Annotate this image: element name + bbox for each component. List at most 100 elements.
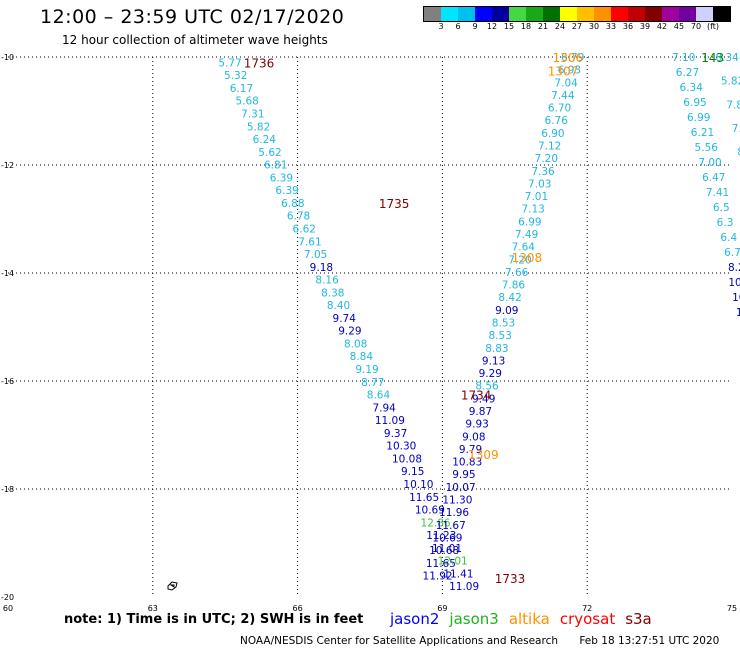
wave-height-value: 6.70: [548, 103, 571, 115]
units-note: note: 1) Time is in UTC; 2) SWH is in fe…: [64, 612, 364, 627]
wave-height-value: 11.65: [409, 492, 439, 504]
wave-height-value: 7.01: [525, 191, 548, 203]
satellite-legend-altika: altika: [508, 610, 550, 628]
wave-height-value: 5.82: [247, 121, 270, 133]
lon-tick-label: 72: [582, 604, 592, 613]
color-swatch: [509, 7, 526, 21]
footer-credit: NOAA/NESDIS Center for Satellite Applica…: [240, 635, 719, 647]
satellite-legend-cryosat: cryosat: [559, 610, 616, 628]
wave-height-value: 10.83: [452, 457, 482, 469]
wave-height-value: 9.29: [338, 326, 361, 338]
wave-height-value: 7.05: [304, 249, 327, 261]
lat-tick-label: -12: [1, 161, 14, 170]
wave-height-value: 5.82: [721, 76, 740, 88]
wave-height-value: 6.34: [680, 82, 704, 94]
color-swatch: [526, 7, 543, 21]
wave-height-value: 6.17: [230, 83, 253, 95]
lat-tick-label: -14: [1, 269, 14, 278]
satellite-legend-jason2: jason2: [390, 610, 440, 628]
wave-height-value: 6.76: [545, 115, 569, 127]
wave-height-value: 6.39: [270, 172, 293, 184]
wave-height-value: 6.93: [558, 65, 581, 77]
wave-height-value: 5.56: [695, 142, 719, 154]
color-swatch: [611, 7, 628, 21]
generated-timestamp: Feb 18 13:27:51 UTC 2020: [579, 635, 720, 647]
wave-height-value: 8.34: [715, 52, 739, 64]
lat-tick-label: -10: [1, 53, 14, 62]
lat-tick-label: -18: [1, 485, 14, 494]
wave-height-value: 7.03: [528, 178, 551, 190]
lon-tick-label: 69: [437, 604, 447, 613]
wave-height-value: 10.08: [392, 453, 422, 465]
pass-time-label: 143: [701, 51, 724, 65]
wave-height-value: 6.27: [676, 67, 699, 79]
wave-height-value: 6.90: [541, 128, 564, 140]
wave-height-value: 8.40: [327, 300, 350, 312]
wave-height-value: 11.96: [439, 507, 469, 519]
map-grid: 60 63 66 69 72 75 -10 -12 -14 -16 -18 -20: [1, 53, 737, 613]
wave-height-value: 6.3: [717, 217, 734, 229]
wave-height-value: 9.95: [452, 469, 475, 481]
wave-height-value: 7.66: [505, 267, 529, 279]
color-swatch: [441, 7, 458, 21]
satellite-legend-jason3: jason3: [449, 610, 499, 628]
wave-height-value: 10.30: [386, 441, 416, 453]
wave-height-value: 5.62: [258, 147, 281, 159]
color-scale-label: 36: [622, 22, 634, 31]
pass-time-label: 1736: [244, 56, 275, 70]
wave-height-value: 7.49: [515, 229, 538, 241]
wave-height-value: 9.19: [355, 364, 378, 376]
lat-tick-label: -20: [1, 593, 14, 602]
wave-height-value: 5.32: [224, 70, 247, 82]
color-swatch: [424, 7, 441, 21]
wave-height-value: 9.29: [479, 368, 502, 380]
color-swatch: [577, 7, 594, 21]
wave-height-value: 8.84: [350, 351, 374, 363]
wave-height-value: 6.47: [702, 172, 725, 184]
wave-height-value: 10.68: [429, 545, 459, 557]
wave-height-value: 6.95: [683, 97, 706, 109]
wave-height-value: 6.5: [713, 202, 730, 214]
wave-height-value: 12.01: [438, 556, 468, 568]
wave-height-value: 6.99: [687, 112, 710, 124]
color-swatch: [662, 7, 679, 21]
wave-height-value: 7.10: [672, 52, 695, 64]
wave-height-value: 6.21: [691, 127, 714, 139]
wave-height-value: 6.62: [293, 223, 316, 235]
satellite-legend-s3a: s3a: [625, 610, 652, 628]
color-scale-label: 6: [455, 22, 461, 31]
wave-height-value: 7.00: [698, 157, 721, 169]
wave-height-value: 9.18: [310, 262, 333, 274]
color-swatch: [475, 7, 492, 21]
wave-height-value: 10.1: [732, 292, 740, 304]
wave-height-value: 8.56: [475, 381, 499, 393]
color-scale-label: 12: [486, 22, 498, 31]
wave-height-value: 9.08: [462, 431, 485, 443]
wave-height-value: 8.53: [492, 318, 515, 330]
wave-height-value: 11.65: [426, 558, 456, 570]
lon-tick-label: 60: [3, 604, 13, 613]
pass-time-label: 1733: [495, 572, 526, 586]
wave-height-value: 11.09: [449, 581, 479, 593]
wave-height-value: 6.4: [720, 232, 737, 244]
wave-height-value: 9.74: [333, 313, 357, 325]
pass-time-label: 1735: [379, 197, 410, 211]
color-scale-label: 24: [554, 22, 566, 31]
wave-height-value: 7.36: [531, 166, 555, 178]
wave-height-value: 10.07: [446, 482, 476, 494]
wave-height-value: 5.77: [218, 57, 241, 69]
pass-time-label: 1308: [512, 251, 543, 265]
wave-height-value: 8.38: [321, 287, 344, 299]
wave-height-value: 8.64: [367, 390, 391, 402]
wave-height-value: 9.15: [401, 466, 424, 478]
pass-time-label: 1734: [461, 389, 492, 403]
page-subtitle: 12 hour collection of altimeter wave hei…: [62, 33, 328, 47]
island-shape: [167, 581, 178, 591]
wave-height-value: 8.77: [361, 377, 384, 389]
wave-height-value: 10.69: [415, 505, 445, 517]
wave-height-value: 11.09: [375, 415, 405, 427]
wave-height-value: 8.2: [728, 262, 740, 274]
color-swatch: [696, 7, 713, 21]
